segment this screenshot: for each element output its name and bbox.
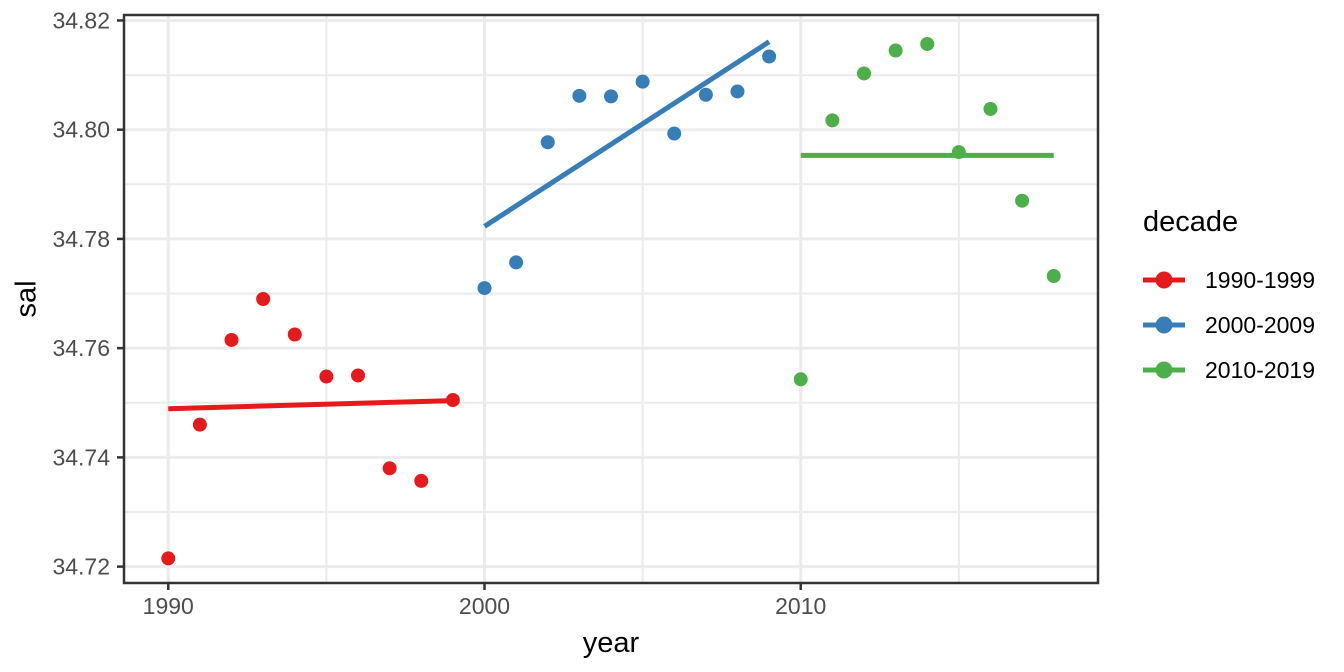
y-tick-label: 34.80 <box>52 117 110 143</box>
data-point <box>1015 193 1030 208</box>
x-tick-label: 2000 <box>459 593 510 619</box>
data-point <box>793 372 808 387</box>
data-point <box>319 369 334 384</box>
data-point <box>698 87 713 102</box>
legend-entry: 2000-2009 <box>1143 310 1315 340</box>
data-point <box>382 461 397 476</box>
panel-border <box>122 13 1100 585</box>
data-point <box>730 84 745 99</box>
x-axis-title: year <box>582 627 640 659</box>
x-tick-label: 1990 <box>143 593 194 619</box>
data-point <box>635 74 650 89</box>
legend-entry: 1990-1999 <box>1143 265 1315 295</box>
y-axis-title: sal <box>10 280 43 318</box>
data-point <box>667 126 682 141</box>
x-tick-label: 2010 <box>775 593 826 619</box>
legend-title: decade <box>1143 206 1239 238</box>
data-point <box>888 43 903 58</box>
data-point <box>983 101 998 116</box>
data-point <box>825 113 840 128</box>
data-point <box>224 332 239 347</box>
y-tick-label: 34.76 <box>52 335 110 361</box>
data-point <box>477 281 492 296</box>
trend-line <box>168 398 453 412</box>
data-point <box>445 393 460 408</box>
legend-entry: 2010-2019 <box>1143 355 1315 385</box>
legend-key-dot <box>1155 271 1173 289</box>
y-tick-label: 34.82 <box>52 7 110 33</box>
data-point <box>192 417 207 432</box>
data-point <box>856 66 871 81</box>
legend-entries: 1990-1999 2000-2009 2010-2019 <box>1143 265 1315 385</box>
data-point <box>287 327 302 342</box>
data-point <box>414 473 429 488</box>
data-point <box>604 89 618 104</box>
data-point <box>572 88 587 103</box>
data-point <box>161 551 176 566</box>
legend-key-glyph <box>1143 265 1185 295</box>
panel-background <box>124 15 1098 583</box>
y-tick-label: 34.74 <box>52 444 110 470</box>
legend-key-dot <box>1155 316 1173 334</box>
legend-key-glyph <box>1143 310 1185 340</box>
data-point <box>1046 269 1061 284</box>
data-point <box>951 145 966 160</box>
trend-line <box>483 39 771 229</box>
legend-entry-label: 2000-2009 <box>1205 311 1315 338</box>
data-point <box>351 368 366 383</box>
data-point <box>540 135 555 150</box>
y-tick-label: 34.78 <box>52 226 110 252</box>
legend-key-dot <box>1155 361 1173 379</box>
data-point <box>762 49 777 64</box>
data-point <box>920 36 935 51</box>
legend-key-glyph <box>1143 355 1185 385</box>
data-point <box>509 255 524 270</box>
y-tick-label: 34.72 <box>52 554 110 580</box>
data-point <box>256 292 271 306</box>
legend-entry-label: 1990-1999 <box>1205 266 1315 293</box>
legend: decade 1990-1999 2000-2009 2010-2019 <box>1143 206 1315 400</box>
legend-entry-label: 2010-2019 <box>1205 356 1315 383</box>
